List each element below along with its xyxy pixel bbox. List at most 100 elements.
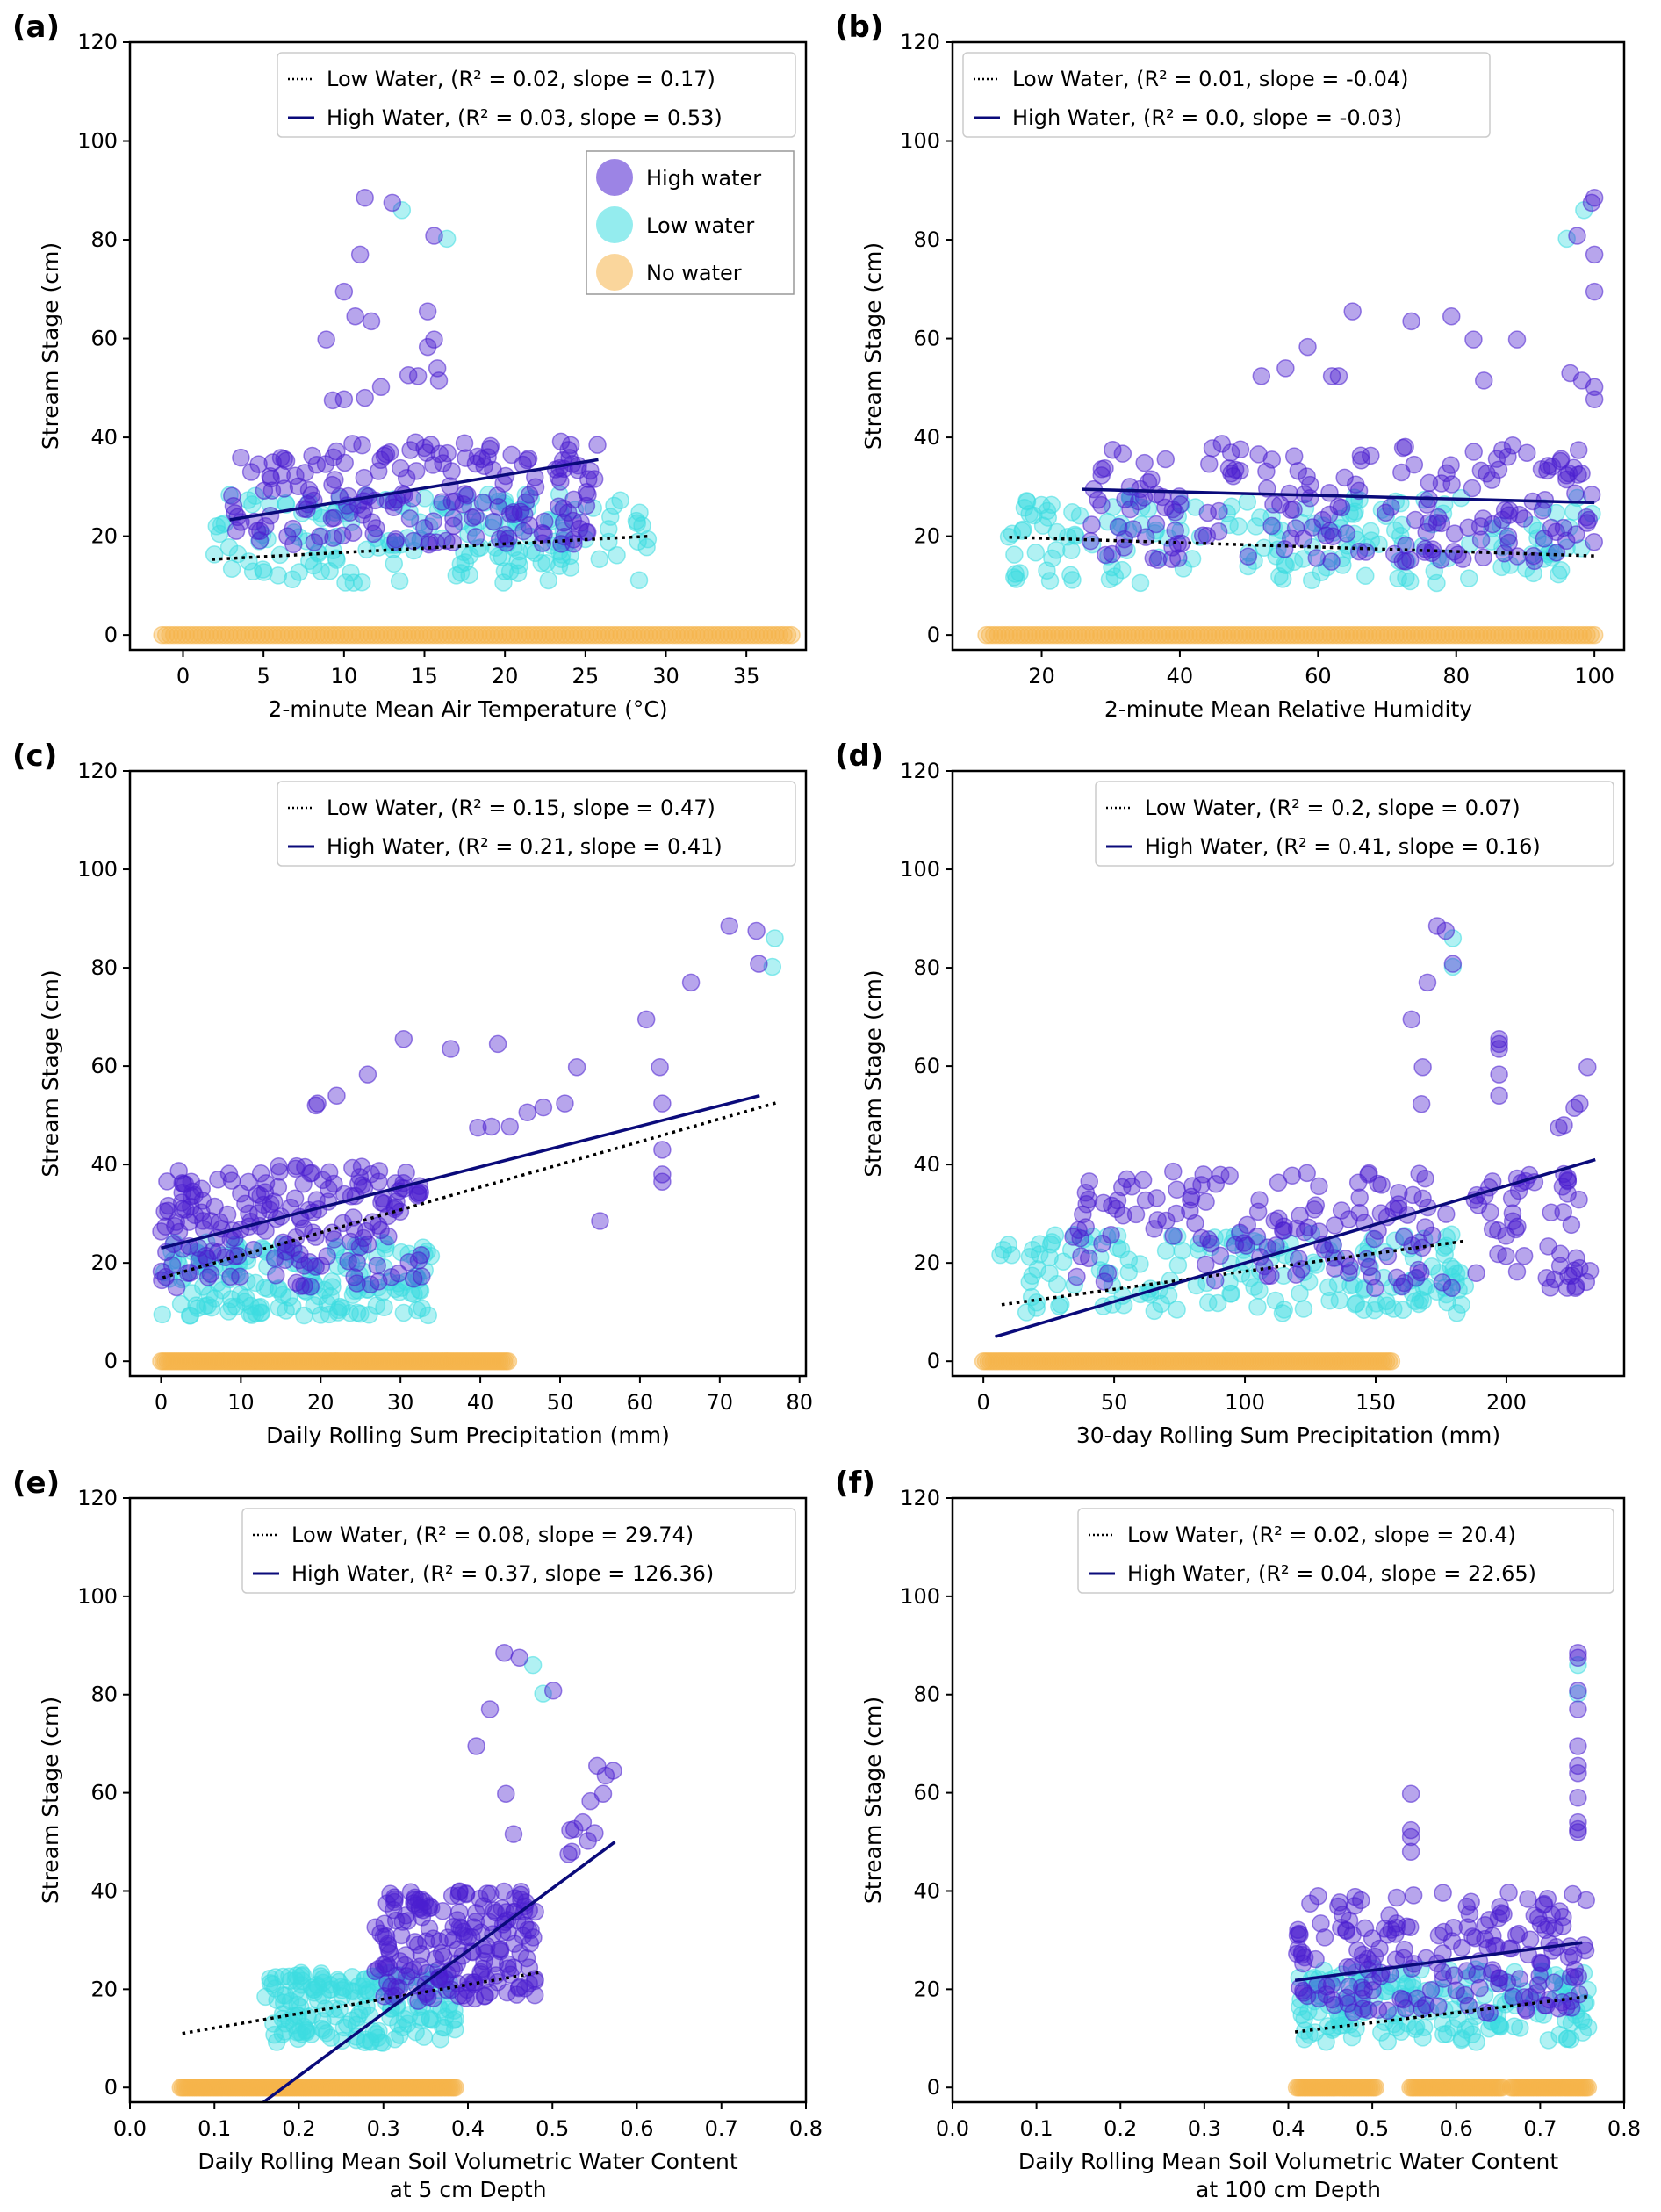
high-water-point xyxy=(1569,1763,1587,1783)
high-water-point xyxy=(1329,367,1348,385)
x-tick-label: 15 xyxy=(411,664,438,688)
y-axis-label: Stream Stage (cm) xyxy=(860,1697,886,1904)
high-water-point xyxy=(466,507,485,526)
high-water-point xyxy=(182,1197,200,1216)
high-water-point xyxy=(1571,1258,1589,1278)
high-water-point xyxy=(1499,527,1518,545)
low-water-fit-line xyxy=(182,1971,543,2035)
low-water-point xyxy=(1346,1295,1364,1314)
high-water-point xyxy=(172,1193,191,1212)
low-water-point xyxy=(1255,538,1274,558)
high-water-point xyxy=(720,917,738,935)
high-water-point xyxy=(1167,1204,1186,1223)
high-water-point xyxy=(1550,1118,1568,1137)
low-water-marker-icon xyxy=(596,206,633,243)
high-water-point xyxy=(1452,1938,1471,1957)
high-water-point xyxy=(1474,371,1493,390)
high-water-point xyxy=(404,531,423,551)
high-water-point xyxy=(1197,1255,1215,1274)
high-water-point xyxy=(1315,1928,1334,1947)
high-water-point xyxy=(1284,447,1304,465)
y-tick-label: 0 xyxy=(927,2075,940,2100)
high-water-point xyxy=(356,188,374,207)
y-tick-label: 0 xyxy=(927,1349,940,1373)
low-water-point xyxy=(999,528,1018,546)
high-water-point xyxy=(1206,1175,1226,1193)
high-water-point xyxy=(1366,1279,1384,1298)
low-water-point xyxy=(287,1966,306,1985)
y-tick-label: 120 xyxy=(900,759,940,783)
low-water-point xyxy=(1061,1241,1081,1259)
low-water-point xyxy=(317,2024,336,2043)
high-water-point xyxy=(1413,1057,1432,1077)
high-water-point xyxy=(1092,495,1111,515)
low-water-point xyxy=(999,1236,1017,1254)
high-water-point xyxy=(543,1682,563,1700)
high-water-point xyxy=(1569,1700,1587,1718)
high-water-point xyxy=(382,1267,401,1286)
low-water-point xyxy=(1319,1278,1338,1297)
low-water-point xyxy=(1145,1301,1164,1321)
low-water-point xyxy=(226,1297,246,1316)
legend-entry: High Water, (R² = 0.37, slope = 126.36) xyxy=(291,1561,714,1586)
high-water-point xyxy=(426,1949,445,1969)
y-tick-label: 100 xyxy=(77,857,118,882)
low-water-point xyxy=(1427,1282,1446,1301)
x-axis-label: Daily Rolling Mean Soil Volumetric Water… xyxy=(198,2149,737,2174)
high-water-point xyxy=(427,533,446,551)
high-water-point xyxy=(1542,1906,1561,1924)
high-water-point xyxy=(1402,1959,1421,1978)
high-water-point xyxy=(653,1165,672,1184)
low-water-point xyxy=(1427,573,1446,593)
y-tick-label: 80 xyxy=(90,227,118,252)
scatter-points xyxy=(171,1643,622,2097)
high-water-point xyxy=(286,1159,306,1178)
high-water-point xyxy=(425,330,443,349)
low-water-point xyxy=(763,957,782,976)
panel-label: (d) xyxy=(835,739,883,774)
high-water-point xyxy=(1294,530,1312,548)
high-water-point xyxy=(604,1762,622,1780)
low-water-point xyxy=(1131,573,1150,593)
high-water-point xyxy=(334,282,354,301)
high-water-point xyxy=(1339,1994,1357,2013)
high-water-point xyxy=(1418,495,1436,514)
high-water-point xyxy=(518,1103,536,1122)
high-water-point xyxy=(322,509,342,528)
panel-label: (c) xyxy=(12,739,57,774)
x-tick-label: 0.0 xyxy=(936,2116,969,2141)
high-water-point xyxy=(585,470,604,488)
high-water-point xyxy=(1443,955,1463,973)
low-water-point xyxy=(357,540,376,559)
high-water-point xyxy=(1156,498,1175,517)
low-water-point xyxy=(280,1967,298,1986)
high-water-point xyxy=(1445,524,1464,543)
high-water-point xyxy=(1289,1920,1307,1939)
high-water-fit-line xyxy=(229,458,599,522)
high-water-point xyxy=(1200,455,1219,473)
high-water-point xyxy=(153,1271,171,1290)
high-water-point xyxy=(300,1252,319,1272)
high-water-point xyxy=(1329,1897,1348,1916)
high-water-point xyxy=(1310,1989,1328,2008)
high-water-point xyxy=(1569,1643,1587,1662)
high-water-point xyxy=(1249,445,1268,464)
high-water-point xyxy=(1136,528,1155,546)
x-axis-label: at 5 cm Depth xyxy=(389,2177,546,2202)
high-water-point xyxy=(1156,450,1176,469)
low-water-point xyxy=(1442,1225,1461,1244)
high-water-point xyxy=(1239,547,1258,566)
low-water-point xyxy=(1549,565,1568,584)
high-water-point xyxy=(1291,1207,1309,1225)
high-water-point xyxy=(1459,1996,1478,2015)
low-water-point xyxy=(1391,526,1410,545)
high-water-point xyxy=(1210,501,1228,521)
high-water-point xyxy=(1340,1264,1358,1282)
high-water-point xyxy=(406,1896,425,1914)
high-water-point xyxy=(579,1832,597,1850)
high-water-point xyxy=(1406,510,1425,530)
high-water-point xyxy=(1499,447,1517,466)
high-water-point xyxy=(1437,464,1456,483)
high-water-point xyxy=(294,1219,313,1238)
x-axis-label: at 100 cm Depth xyxy=(1196,2177,1381,2202)
